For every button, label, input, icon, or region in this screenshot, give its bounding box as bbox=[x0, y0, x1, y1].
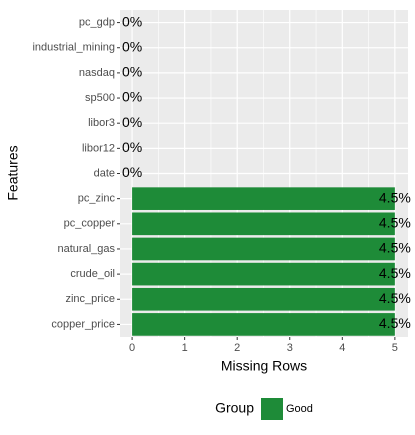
value-label: 0% bbox=[122, 114, 142, 130]
y-tick-label: crude_oil bbox=[70, 268, 115, 280]
value-label: 4.5% bbox=[379, 315, 411, 331]
y-tick-label: industrial_mining bbox=[32, 42, 115, 54]
value-label: 0% bbox=[122, 139, 142, 155]
value-label: 4.5% bbox=[379, 240, 411, 256]
value-label: 0% bbox=[122, 13, 142, 29]
y-tick-label: natural_gas bbox=[58, 243, 116, 255]
value-label: 0% bbox=[122, 89, 142, 105]
legend-swatch bbox=[261, 398, 283, 420]
bar bbox=[132, 262, 395, 286]
y-tick-label: date bbox=[94, 167, 115, 179]
y-tick-label: pc_zinc bbox=[78, 193, 116, 205]
legend-label: Good bbox=[286, 403, 313, 415]
x-tick-label: 5 bbox=[392, 342, 398, 354]
bar bbox=[132, 287, 395, 311]
x-tick-label: 4 bbox=[339, 342, 345, 354]
x-tick-label: 0 bbox=[129, 342, 135, 354]
value-label: 4.5% bbox=[379, 290, 411, 306]
y-tick-label: copper_price bbox=[51, 318, 115, 330]
x-tick-label: 3 bbox=[287, 342, 293, 354]
value-label: 0% bbox=[122, 64, 142, 80]
y-tick-label: pc_copper bbox=[64, 218, 116, 230]
y-axis-title: Features bbox=[5, 145, 21, 200]
x-tick-label: 2 bbox=[234, 342, 240, 354]
value-label: 0% bbox=[122, 38, 142, 54]
value-label: 4.5% bbox=[379, 215, 411, 231]
y-tick-label: libor3 bbox=[88, 117, 115, 129]
bar bbox=[132, 212, 395, 236]
x-tick-label: 1 bbox=[182, 342, 188, 354]
y-tick-label: sp500 bbox=[85, 92, 115, 104]
value-label: 4.5% bbox=[379, 265, 411, 281]
y-tick-label: libor12 bbox=[82, 142, 115, 154]
y-tick-label: nasdaq bbox=[79, 67, 115, 79]
bar bbox=[132, 313, 395, 336]
x-axis-title: Missing Rows bbox=[221, 358, 307, 374]
y-tick-label: pc_gdp bbox=[79, 16, 115, 28]
bar bbox=[132, 187, 395, 210]
y-tick-label: zinc_price bbox=[65, 293, 115, 305]
value-label: 0% bbox=[122, 164, 142, 180]
value-label: 4.5% bbox=[379, 189, 411, 205]
bar bbox=[132, 237, 395, 261]
legend-title: Group bbox=[215, 400, 254, 416]
